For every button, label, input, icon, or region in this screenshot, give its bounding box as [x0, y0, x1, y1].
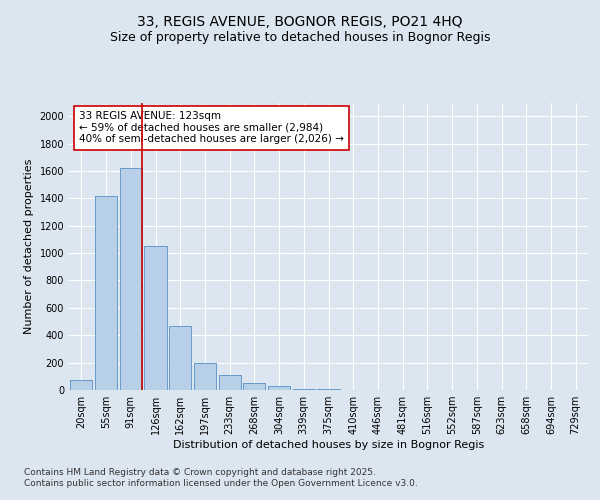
Text: 33 REGIS AVENUE: 123sqm
← 59% of detached houses are smaller (2,984)
40% of semi: 33 REGIS AVENUE: 123sqm ← 59% of detache… — [79, 111, 344, 144]
Bar — [293, 388, 315, 390]
Text: Size of property relative to detached houses in Bognor Regis: Size of property relative to detached ho… — [110, 31, 490, 44]
Bar — [169, 326, 191, 390]
X-axis label: Distribution of detached houses by size in Bognor Regis: Distribution of detached houses by size … — [173, 440, 484, 450]
Bar — [243, 383, 265, 390]
Bar — [268, 386, 290, 390]
Bar — [119, 168, 142, 390]
Bar — [218, 375, 241, 390]
Text: Contains HM Land Registry data © Crown copyright and database right 2025.
Contai: Contains HM Land Registry data © Crown c… — [24, 468, 418, 487]
Bar — [194, 362, 216, 390]
Bar — [70, 380, 92, 390]
Y-axis label: Number of detached properties: Number of detached properties — [24, 158, 34, 334]
Text: 33, REGIS AVENUE, BOGNOR REGIS, PO21 4HQ: 33, REGIS AVENUE, BOGNOR REGIS, PO21 4HQ — [137, 16, 463, 30]
Bar — [95, 196, 117, 390]
Bar — [145, 246, 167, 390]
